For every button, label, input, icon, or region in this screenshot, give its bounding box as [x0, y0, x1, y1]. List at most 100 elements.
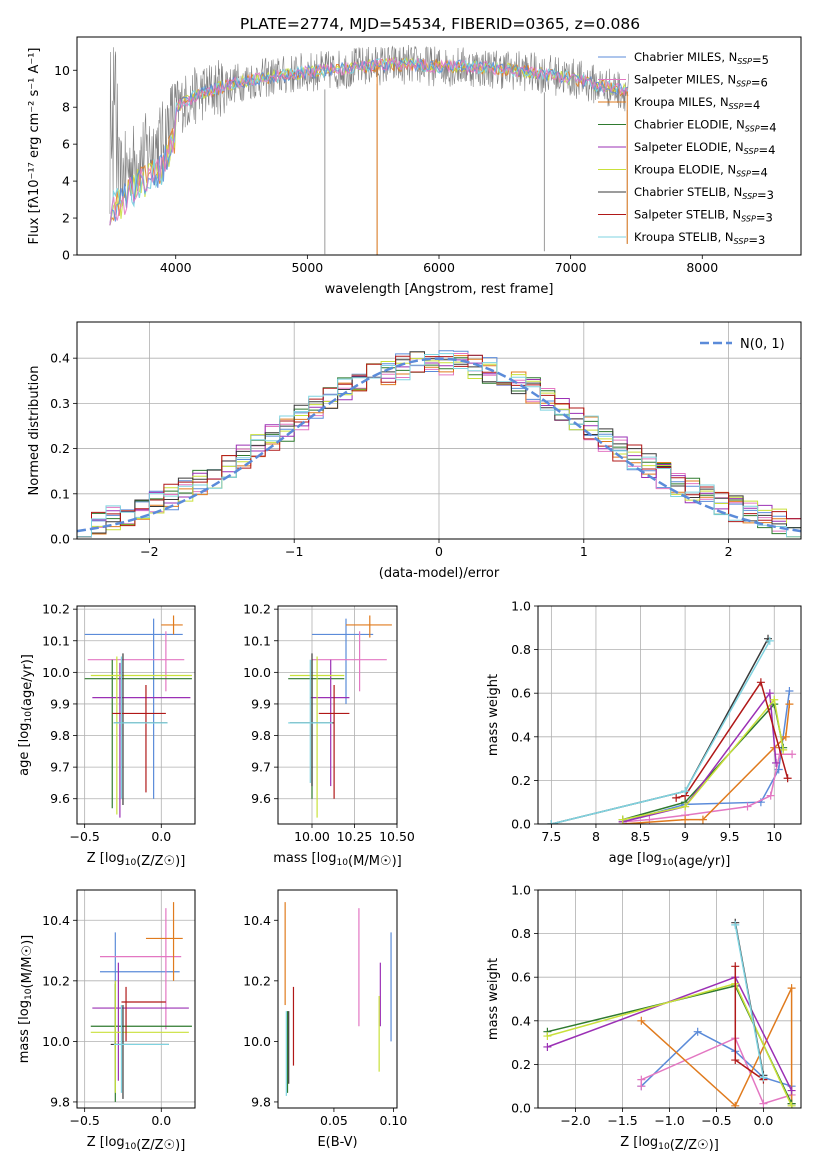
- weight-marker-selodie: [772, 758, 781, 767]
- legend-label-cmiles: Chabrier MILES, NSSP=5: [634, 50, 769, 67]
- y-tick-label: 9.6: [251, 791, 271, 806]
- histogram-selodie: [77, 359, 801, 538]
- weight-marker-kstelib: [765, 636, 774, 645]
- x-axis-label: E(B-V): [317, 1135, 357, 1150]
- x-tick-label: 0.05: [320, 1113, 348, 1128]
- x-tick-label: 0: [435, 544, 443, 559]
- legend-label-selodie: Salpeter ELODIE, NSSP=4: [634, 140, 775, 157]
- legend-label-kelodie: Kroupa ELODIE, NSSP=4: [634, 163, 768, 180]
- y-tick-label: 10.0: [243, 665, 271, 680]
- weight-marker-kstelib: [547, 820, 556, 824]
- y-tick-label: 0.4: [50, 351, 70, 366]
- histogram-sstelib: [77, 354, 801, 538]
- spectrum-panel: 4000 5000 6000 7000 8000 0 2 4 6 8 10 wavelength [A…: [27, 36, 802, 297]
- plot-area: [543, 918, 796, 1108]
- weight-line-kstelib: [734, 924, 765, 1078]
- y-tick-label: 10.2: [42, 602, 70, 617]
- weight-marker-smiles: [766, 791, 775, 800]
- weight-marker-cstelib: [764, 634, 773, 643]
- histogram-celodie: [77, 357, 801, 538]
- weight-vs-metallicity-panel: −2.0 −1.5 −1.0 −0.5 0.0 0.0 0.2 0.4 0.6 0.8 1.0 Z […: [486, 883, 802, 1153]
- weight-line-cstelib: [551, 638, 769, 824]
- weight-marker-smiles: [788, 750, 797, 759]
- plot-area: [547, 634, 797, 824]
- axes-frame: [277, 605, 398, 825]
- age-vs-metallicity-panel: −0.5 0.0 9.6 9.7 9.8 9.9 10.0 10.1 10.2 Z [log10(…: [17, 602, 196, 869]
- weight-line-kmiles: [622, 704, 791, 824]
- y-tick-label: 0.2: [511, 1057, 531, 1072]
- weight-marker-kstelib: [759, 1073, 768, 1082]
- weight-marker-kmiles: [787, 984, 796, 993]
- y-tick-label: 10.4: [42, 913, 70, 928]
- figure-title: PLATE=2774, MJD=54534, FIBERID=0365, z=0…: [240, 15, 640, 33]
- weight-marker-kmiles: [781, 732, 790, 741]
- weight-marker-sstelib: [731, 962, 740, 971]
- weight-marker-smiles: [759, 1099, 768, 1108]
- y-tick-label: 0.8: [511, 642, 531, 657]
- model-spectrum-cmiles: [109, 59, 629, 226]
- legend-label-kmiles: Kroupa MILES, NSSP=4: [634, 95, 760, 112]
- histogram-kstelib: [77, 353, 801, 538]
- y-tick-label: 0.0: [511, 1101, 531, 1116]
- plot-area: [288, 615, 392, 818]
- x-axis-label: age [log10(age/yr)]: [609, 851, 731, 869]
- y-tick-label: 10.1: [42, 633, 70, 648]
- x-tick-label: 10: [766, 829, 782, 844]
- histogram-kelodie: [77, 358, 801, 538]
- y-tick-label: 10.0: [243, 1034, 271, 1049]
- plot-area: [90, 902, 192, 1102]
- x-tick-label: 9: [681, 829, 689, 844]
- y-tick-label: 1.0: [511, 883, 531, 898]
- weight-line-kstelib: [551, 640, 771, 824]
- x-tick-label: 0.0: [753, 1113, 773, 1128]
- model-spectrum-kelodie: [109, 56, 629, 226]
- x-tick-label: 6000: [423, 260, 455, 275]
- x-axis-label: Z [log10(Z/Z☉)]: [87, 1135, 186, 1153]
- y-tick-label: 9.7: [251, 760, 271, 775]
- y-tick-label: 0.6: [511, 686, 531, 701]
- legend-label-smiles: Salpeter MILES, NSSP=6: [634, 73, 768, 90]
- y-tick-label: 9.8: [50, 728, 70, 743]
- weight-marker-kmiles: [637, 1016, 646, 1025]
- weight-marker-kelodie: [543, 1032, 552, 1041]
- weight-line-kmiles: [640, 987, 793, 1108]
- legend-label-cstelib: Chabrier STELIB, NSSP=3: [634, 185, 774, 202]
- axes-frame: [76, 605, 196, 825]
- x-axis-label: Z [log10(Z/Z☉)]: [620, 1135, 719, 1153]
- y-tick-label: 0.4: [511, 1013, 531, 1028]
- y-tick-label: 10.4: [243, 913, 271, 928]
- weight-marker-sstelib: [731, 1056, 740, 1065]
- x-tick-label: 8: [592, 829, 600, 844]
- weight-line-sstelib: [734, 966, 764, 1081]
- weight-marker-smiles: [637, 1075, 646, 1084]
- y-tick-label: 0.2: [50, 441, 70, 456]
- x-tick-label: 0.0: [151, 1113, 171, 1128]
- mass-vs-ebv-panel: 0.05 0.10 9.8 10.0 10.2 10.4 E(B-V): [243, 889, 407, 1150]
- y-tick-label: 9.6: [50, 791, 70, 806]
- x-tick-label: 0.0: [151, 829, 171, 844]
- y-tick-label: 10.0: [42, 1034, 70, 1049]
- y-tick-label: 10.1: [243, 633, 271, 648]
- x-axis-label: (data-model)/error: [379, 566, 500, 581]
- x-tick-label: −1: [285, 544, 303, 559]
- x-tick-label: 10.50: [379, 829, 415, 844]
- legend-label-sstelib: Salpeter STELIB, NSSP=3: [634, 208, 773, 225]
- x-tick-label: 7000: [555, 260, 587, 275]
- x-tick-label: 8000: [686, 260, 718, 275]
- y-tick-label: 4: [62, 174, 70, 189]
- y-tick-label: 9.8: [251, 1094, 271, 1109]
- weight-line-kelodie: [622, 697, 784, 821]
- weight-marker-selodie: [543, 1042, 552, 1051]
- weight-marker-kelodie: [618, 815, 627, 824]
- weight-line-sstelib: [676, 680, 789, 799]
- x-tick-label: −2.0: [560, 1113, 590, 1128]
- legend-label-normal: N(0, 1): [740, 337, 785, 352]
- weight-marker-kmiles: [698, 815, 707, 824]
- weight-marker-kmiles: [681, 815, 690, 824]
- y-tick-label: 0.4: [511, 729, 531, 744]
- y-tick-label: 6: [62, 137, 70, 152]
- y-axis-label: mass weight: [486, 958, 501, 1040]
- y-tick-label: 10.2: [42, 973, 70, 988]
- x-axis-label: mass [log10(M/M☉)]: [273, 851, 401, 869]
- axes-frame: [76, 889, 196, 1109]
